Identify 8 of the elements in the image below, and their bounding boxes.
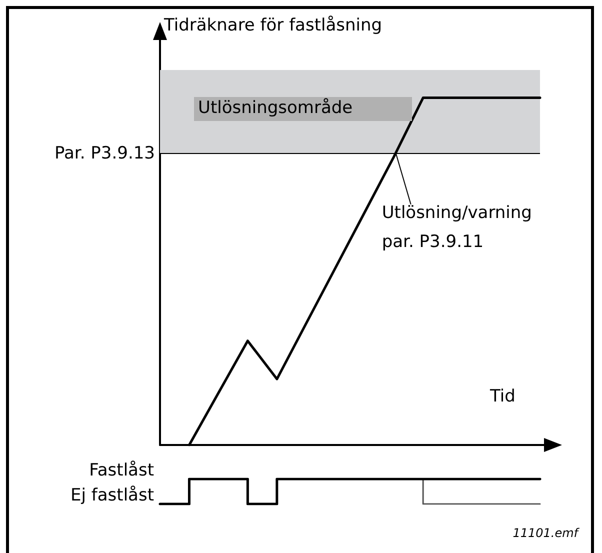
x-axis-title: Tid (489, 386, 516, 406)
y-axis-title: Tidräknare för fastlåsning (163, 16, 382, 36)
annotation: Ej fastlåst (70, 486, 154, 506)
annotation: Fastlåst (89, 460, 154, 480)
ref-line-label: Par. P3.9.13 (54, 143, 155, 164)
annotation: Utlösning/varning par. P3.9.11 (382, 202, 532, 252)
text: 11101.emf (512, 526, 580, 540)
band-label: Utlösningsområde (197, 97, 354, 120)
